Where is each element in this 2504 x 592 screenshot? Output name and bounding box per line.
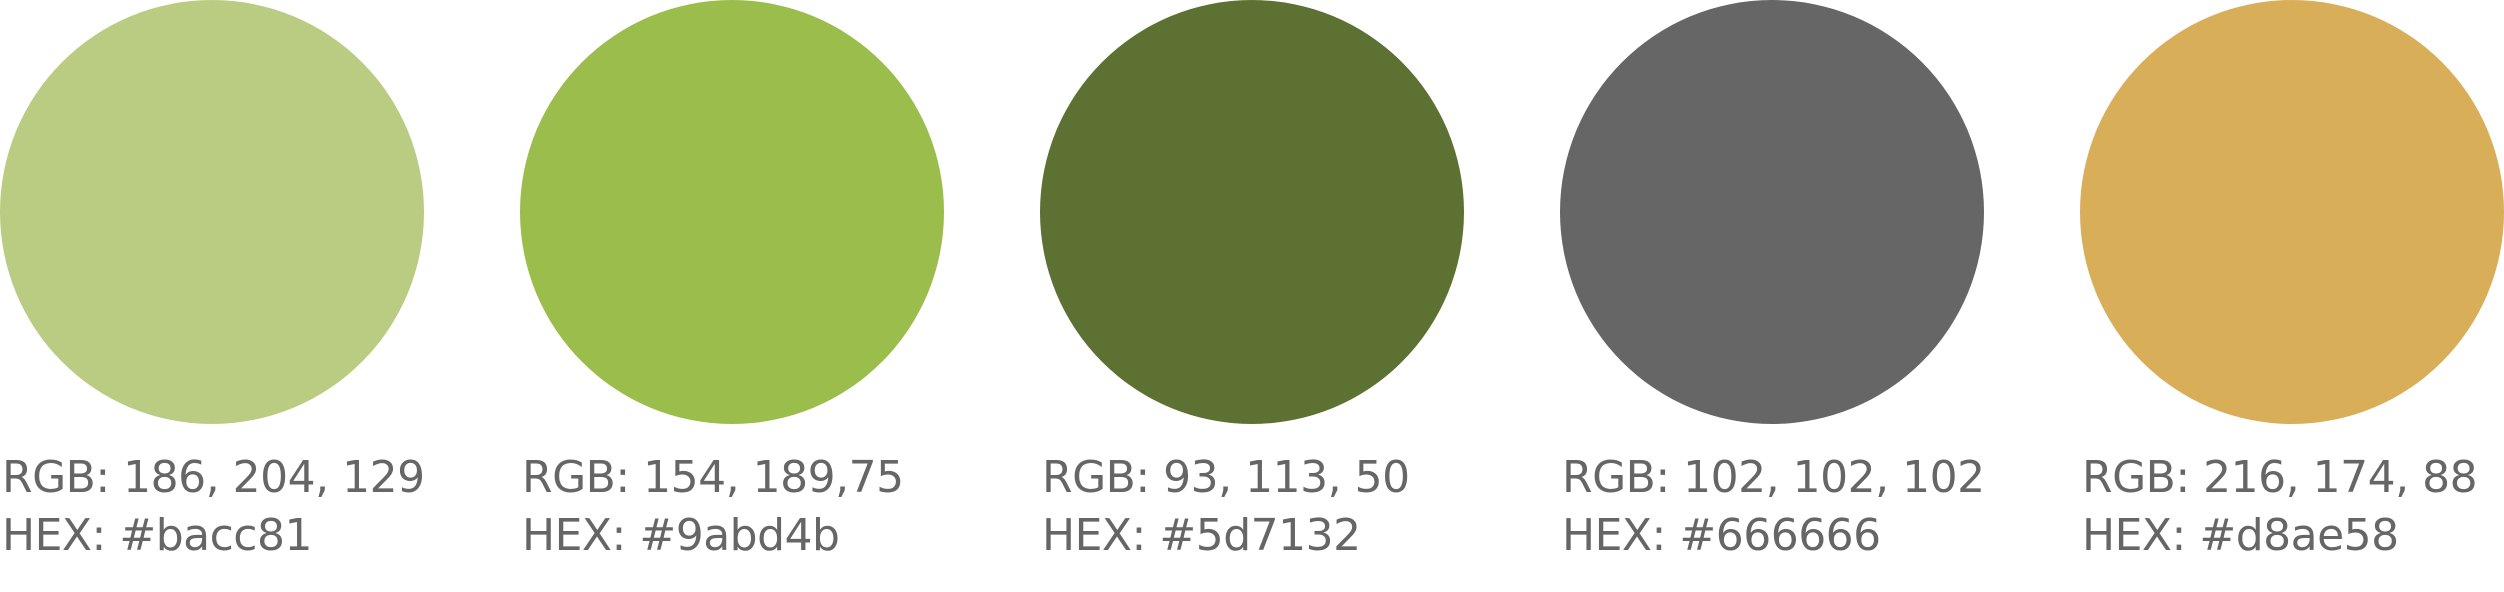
color-circle-gray [1560,0,1984,424]
hex-label: HEX: #bacc81 [2,510,312,561]
hex-label: HEX: #9abd4b [522,510,840,561]
color-circle-green [520,0,944,424]
rgb-label: RGB: 154, 189,75 [522,452,904,503]
rgb-label: RGB: 93, 113, 50 [1042,452,1410,503]
color-circle-dark-green [1040,0,1464,424]
rgb-label: RGB: 216, 174, 88 [2082,452,2478,503]
rgb-label: RGB: 102, 102, 102 [1562,452,1985,503]
hex-label: HEX: #d8ae58 [2082,510,2399,561]
hex-label: HEX: #5d7132 [1042,510,1361,561]
color-circle-gold [2080,0,2504,424]
color-circle-light-green [0,0,424,424]
rgb-label: RGB: 186, 204, 129 [2,452,425,503]
hex-label: HEX: #666666 [1562,510,1881,561]
